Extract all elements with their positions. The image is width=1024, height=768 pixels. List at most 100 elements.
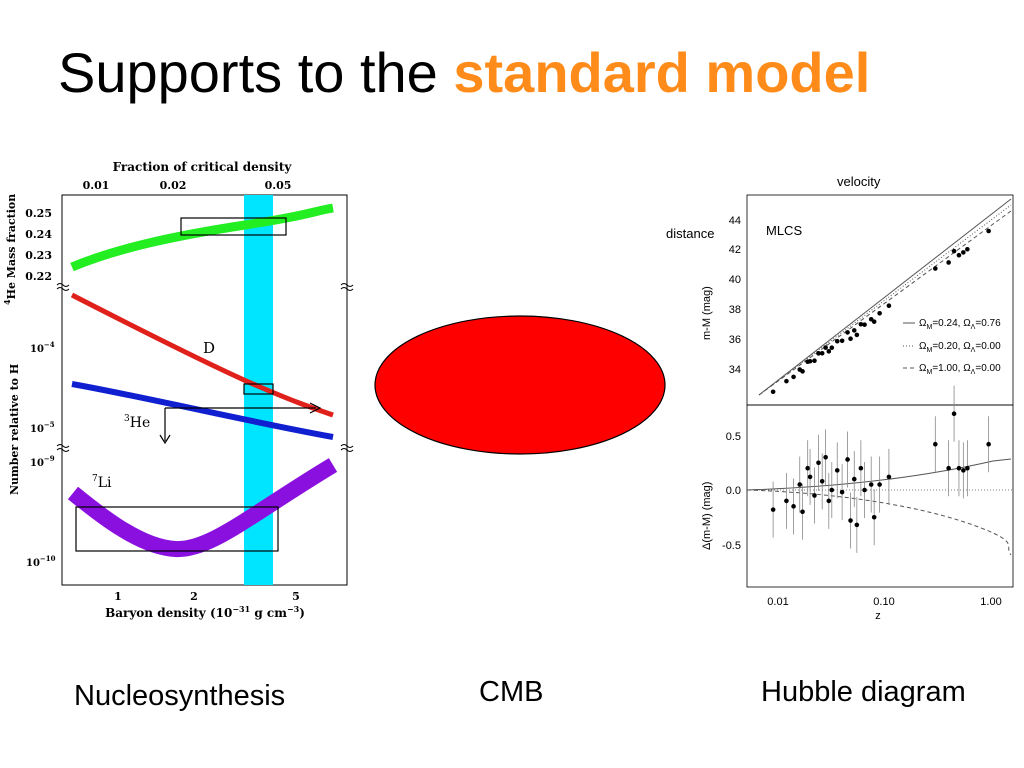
residual-points bbox=[770, 385, 991, 553]
he4-ylabel: 4He Mass fraction bbox=[2, 194, 18, 305]
residual-point bbox=[951, 411, 957, 416]
hubble-point bbox=[770, 389, 776, 395]
hubble-point bbox=[816, 351, 821, 356]
residual-point bbox=[845, 457, 850, 462]
model-line-dashed bbox=[758, 210, 1012, 396]
nucleosynthesis-chart: Fraction of critical density 0.01 0.02 0… bbox=[2, 160, 354, 620]
y-tick-label: 0.5 bbox=[726, 431, 741, 443]
residual-point bbox=[784, 498, 789, 504]
x-axis-label: z bbox=[875, 610, 881, 622]
residual-point bbox=[848, 518, 853, 523]
y-tick-label: 34 bbox=[729, 364, 741, 376]
residual-point bbox=[829, 487, 835, 493]
bottom-panel-frame bbox=[746, 404, 1014, 588]
he4-curve bbox=[70, 203, 334, 272]
velocity-label: velocity bbox=[837, 174, 881, 189]
residual-point bbox=[946, 465, 951, 471]
hubble-point bbox=[961, 250, 966, 255]
residual-point bbox=[854, 522, 860, 528]
y-tick-label: 0.25 bbox=[25, 207, 52, 220]
hubble-point bbox=[933, 266, 938, 271]
y-tick-label: 0.0 bbox=[726, 485, 741, 497]
residual-point bbox=[933, 441, 938, 447]
y-tick-label: 10−9 bbox=[30, 454, 55, 469]
residual-point bbox=[877, 482, 882, 487]
hubble-point bbox=[812, 358, 817, 363]
caption-cmb: CMB bbox=[479, 676, 544, 708]
hubble-point bbox=[854, 332, 860, 338]
hubble-point bbox=[946, 260, 951, 265]
hubble-point bbox=[819, 350, 825, 356]
method-label: MLCS bbox=[766, 223, 802, 238]
hubble-point bbox=[839, 338, 845, 344]
x-axis-label: Baryon density (10−31 g cm−3) bbox=[105, 604, 305, 620]
residual-point bbox=[812, 493, 817, 498]
residual-point bbox=[956, 465, 962, 471]
hubble-point bbox=[858, 321, 864, 327]
residual-point bbox=[851, 476, 857, 482]
residual-point bbox=[819, 478, 825, 484]
hubble-point bbox=[829, 345, 835, 351]
caption-nucleosynthesis: Nucleosynthesis bbox=[74, 680, 286, 712]
residual-point bbox=[770, 507, 776, 512]
residual-point bbox=[834, 468, 840, 473]
top-axis-label: Fraction of critical density bbox=[113, 160, 293, 174]
hubble-point bbox=[965, 246, 970, 252]
number-ylabel: Number relative to H bbox=[8, 364, 21, 495]
y-tick-label: 10−5 bbox=[30, 420, 55, 435]
model-line-solid bbox=[758, 198, 1012, 396]
distance-label: distance bbox=[666, 226, 715, 241]
top-tick-label: 0.02 bbox=[160, 179, 187, 192]
residual-point bbox=[858, 465, 864, 471]
y-tick-label: 0.23 bbox=[25, 249, 52, 262]
hubble-point bbox=[851, 328, 857, 333]
hubble-point bbox=[956, 252, 962, 258]
hubble-point bbox=[791, 374, 796, 380]
plot-frame bbox=[61, 194, 348, 586]
caption-hubble: Hubble diagram bbox=[761, 676, 966, 708]
hubble-point bbox=[848, 336, 853, 342]
legend-entry: ΩM=0.24, ΩΛ=0.76 bbox=[919, 318, 1001, 331]
legend-entry: ΩM=0.20, ΩΛ=0.00 bbox=[919, 341, 1001, 354]
title-plain: Supports to the bbox=[58, 41, 454, 104]
he3-curve bbox=[71, 381, 334, 440]
li7-curve bbox=[67, 458, 338, 558]
x-tick-label: 5 bbox=[292, 590, 300, 603]
li7-label: 7Li bbox=[92, 474, 112, 491]
axis-break bbox=[56, 283, 354, 452]
legend-entry: ΩM=1.00, ΩΛ=0.00 bbox=[919, 363, 1001, 376]
hubble-point bbox=[807, 358, 813, 364]
y-tick-label: 38 bbox=[729, 304, 741, 316]
y-tick-label: 10−4 bbox=[30, 340, 55, 355]
he3-arrow-head bbox=[309, 402, 322, 414]
y-tick-label: 44 bbox=[729, 215, 741, 227]
y-tick-label: 0.22 bbox=[25, 270, 52, 283]
he3-label: 3He bbox=[124, 414, 150, 431]
y-tick-label: 40 bbox=[729, 274, 741, 286]
hubble-point bbox=[877, 311, 882, 316]
residual-model-solid bbox=[746, 458, 1012, 491]
he3-arrow-head bbox=[159, 434, 171, 445]
residual-point bbox=[826, 498, 832, 504]
residual-point bbox=[862, 487, 867, 493]
deuterium-label: D bbox=[203, 339, 215, 357]
x-tick-label: 1.00 bbox=[980, 596, 1001, 608]
residual-point bbox=[823, 455, 828, 460]
residual-point bbox=[805, 465, 810, 471]
hubble-point bbox=[951, 248, 957, 254]
li7-box bbox=[75, 506, 279, 552]
bottom-ylabel: Δ(m-M) (mag) bbox=[701, 482, 713, 550]
hubble-point bbox=[834, 338, 840, 344]
y-tick-label: 36 bbox=[729, 334, 741, 346]
residual-point bbox=[961, 468, 966, 473]
y-tick-label: 42 bbox=[729, 244, 741, 256]
deuterium-box bbox=[243, 383, 274, 395]
hubble-point bbox=[862, 322, 867, 327]
hubble-point bbox=[784, 378, 789, 384]
x-tick-label: 0.01 bbox=[767, 596, 788, 608]
hubble-point bbox=[826, 349, 832, 354]
y-tick-label: -0.5 bbox=[722, 540, 741, 552]
hubble-point bbox=[986, 228, 991, 234]
cmb-ellipse bbox=[374, 315, 666, 455]
hubble-point bbox=[886, 303, 892, 309]
